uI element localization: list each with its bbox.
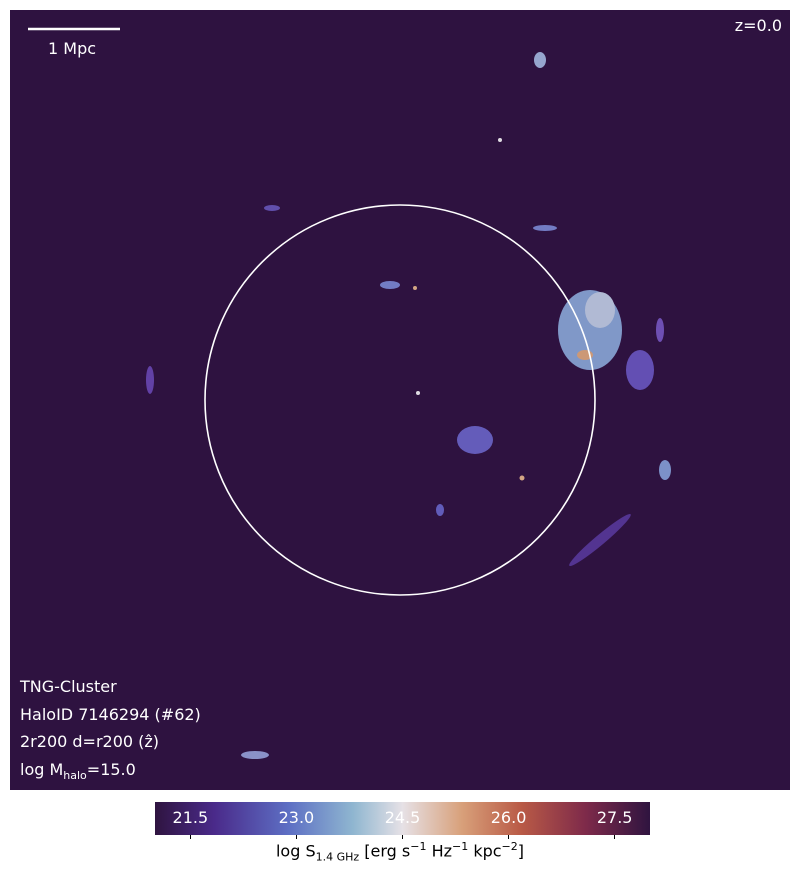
info-line: HaloID 7146294 (#62): [20, 705, 201, 724]
redshift-label: z=0.0: [734, 16, 782, 35]
colorbar-label: log S1.4 GHz [erg s−1 Hz−1 kpc−2]: [0, 840, 800, 864]
text: kpc: [473, 841, 502, 861]
text: =15.0: [86, 760, 136, 779]
colorbar-tick-label: 26.0: [490, 808, 527, 827]
subscript: 1.4 GHz: [315, 850, 360, 864]
info-line: TNG-Cluster: [20, 677, 117, 696]
image-panel: [10, 10, 790, 790]
colorbar-tick: [295, 835, 297, 839]
r200-circle: [204, 204, 596, 596]
colorbar-tick-label: 24.5: [384, 808, 421, 827]
colorbar: [155, 802, 650, 835]
colorbar-tick-label: 21.5: [172, 808, 209, 827]
mass-label: log Mhalo=15.0: [20, 760, 136, 782]
colorbar-tick: [508, 835, 510, 839]
text: [erg s: [364, 841, 411, 861]
emission-blobs: [146, 52, 671, 759]
colorbar-tick-label: 27.5: [596, 808, 633, 827]
colorbar-tick: [189, 835, 191, 839]
scale-bar-label: 1 Mpc: [48, 39, 97, 58]
text: Hz: [431, 841, 452, 861]
text: log S: [275, 841, 316, 861]
superscript: −1: [410, 840, 427, 853]
superscript: −2: [501, 840, 518, 853]
colorbar-tick: [614, 835, 616, 839]
subscript: halo: [63, 769, 87, 783]
map-background: [10, 10, 790, 790]
text: log M: [20, 760, 64, 779]
colorbar-tick-label: 23.0: [278, 808, 315, 827]
superscript: −1: [452, 840, 469, 853]
colorbar-tick: [402, 835, 403, 839]
text: ]: [517, 841, 524, 861]
info-line: 2r200 d=r200 (ẑ): [20, 732, 160, 751]
